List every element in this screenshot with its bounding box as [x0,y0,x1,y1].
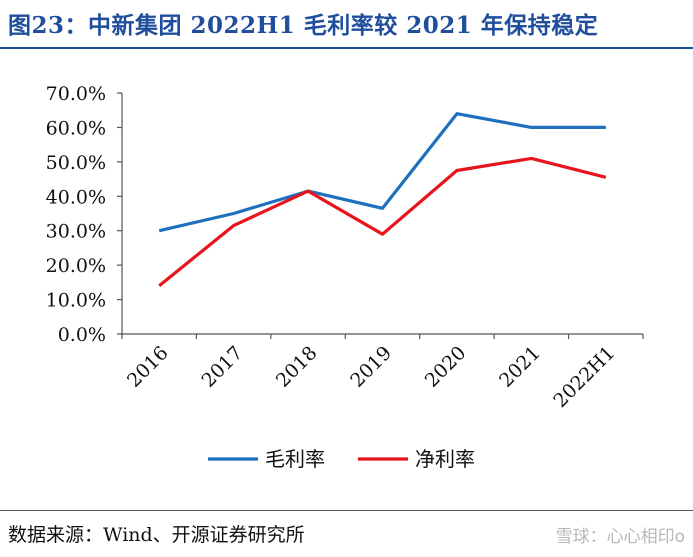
title-divider [0,47,693,49]
x-tick-label: 2020 [421,342,471,392]
source-note: 数据来源：Wind、开源证券研究所 [8,524,305,546]
y-tick-label: 50.0% [46,152,106,174]
legend-label: 净利率 [415,447,475,471]
y-tick-label: 70.0% [46,83,106,105]
chart-title: 图23：中新集团 2022H1 毛利率较 2021 年保持稳定 [8,12,599,39]
x-tick-label: 2018 [272,342,322,392]
series-line-net-margin [158,156,607,288]
y-tick-label: 10.0% [46,290,106,312]
watermark: 雪球：心心相印o [555,527,685,547]
legend-label: 毛利率 [265,447,325,471]
y-tick-label: 0.0% [58,324,106,346]
y-tick-labels: 0.0% 10.0% 20.0% 30.0% 40.0% 50.0% 60.0% 70.0% [46,83,106,346]
y-tick-label: 20.0% [46,255,106,277]
y-tick-label: 60.0% [46,117,106,139]
x-tick-label: 2019 [346,342,396,392]
y-tick-label: 30.0% [46,221,106,243]
series-lines [158,112,607,288]
chart-legend: 毛利率 净利率 [208,447,475,471]
footer-divider [0,510,693,511]
x-tick-label: 2017 [197,342,247,392]
x-tick-label: 2021 [495,342,545,392]
x-tick-label: 2022H1 [549,342,619,412]
line-chart: 0.0%10.0%20.0%30.0%40.0%50.0%60.0%70.0% … [46,83,644,471]
y-tick-label: 40.0% [46,186,106,208]
x-tick-label: 2016 [123,342,173,392]
series-line-gross-margin [158,112,606,233]
x-tick-labels: 2016 2017 2018 2019 2020 2021 2022H1 [123,342,619,412]
chart-axes [117,92,644,339]
